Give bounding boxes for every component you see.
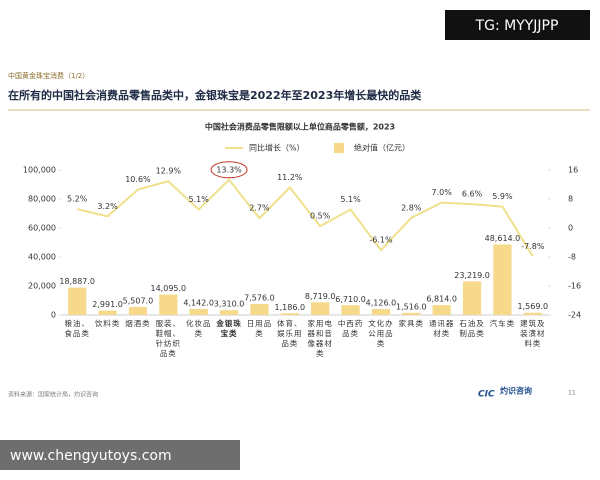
bar-label: 7,576.0 xyxy=(244,294,275,303)
bar xyxy=(371,309,391,315)
line-label: 2.8% xyxy=(401,203,422,212)
bar-label: 6,814.0 xyxy=(426,295,457,304)
y-tick-label: 0 xyxy=(51,311,56,320)
growth-line xyxy=(76,178,534,257)
bar-label: 23,219.0 xyxy=(454,271,490,280)
line-label: 5.1% xyxy=(340,195,361,204)
bar xyxy=(68,287,87,315)
y-tick-label: 100,000 xyxy=(23,166,56,175)
bar xyxy=(189,308,208,315)
bar-label: 4,126.0 xyxy=(366,299,397,308)
x-tick-label: 饮料类 xyxy=(94,319,121,328)
legend-label: 绝对值（亿元） xyxy=(354,143,410,153)
line-label: 10.6% xyxy=(125,175,151,184)
line-label: 0.5% xyxy=(310,212,331,221)
bar xyxy=(219,310,239,315)
bar-label: 2,991.0 xyxy=(92,300,123,309)
headline: 在所有的中国社会消费品零售品类中，金银珠宝是2022年至2023年增长最快的品类 xyxy=(8,88,422,102)
logo-text: 灼识咨询 xyxy=(500,386,532,396)
bar-label: 1,186.0 xyxy=(275,303,306,312)
bar xyxy=(159,294,178,315)
y2-tick-label: 8 xyxy=(568,195,573,204)
bar-label: 14,095.0 xyxy=(151,284,187,293)
x-tick-label: 石油及制品类 xyxy=(459,319,485,338)
bar xyxy=(128,307,148,315)
highlight-circle xyxy=(210,161,248,179)
bar xyxy=(462,281,482,315)
line-label: 3.2% xyxy=(97,202,118,211)
bar-label: 18,887.0 xyxy=(59,277,95,286)
x-tick-label: 化妆品类 xyxy=(185,319,212,338)
bar-label: 6,710.0 xyxy=(335,295,366,304)
bar-label: 4,142.0 xyxy=(183,298,214,307)
x-tick-label: 服装、鞋帽、针纺织品类 xyxy=(155,319,182,358)
y2-tick-label: -16 xyxy=(568,282,581,291)
watermark: TG: MYYJJPP xyxy=(475,18,559,34)
x-tick-label: 家具类 xyxy=(398,319,425,328)
bar-label: 8,719.0 xyxy=(305,292,336,301)
logo-mark: CIC xyxy=(478,390,495,400)
bar-label: 5,507.0 xyxy=(123,297,154,306)
line-label: 6.6% xyxy=(462,190,483,199)
line-label: -6.1% xyxy=(369,236,393,245)
line-label: 11.2% xyxy=(277,173,303,182)
section-label: 中国黄金珠宝消费（1/2） xyxy=(8,71,89,80)
y-tick-label: 80,000 xyxy=(28,195,56,204)
bar-label: 48,614.0 xyxy=(485,234,521,243)
x-tick-label: 建筑及装潢材料类 xyxy=(520,319,546,348)
bar-label: 3,310.0 xyxy=(214,300,245,309)
line-label: 5.9% xyxy=(492,192,513,201)
y2-tick-label: -24 xyxy=(568,311,581,320)
x-tick-label: 通讯器材类 xyxy=(428,319,455,338)
y-tick-label: 60,000 xyxy=(28,224,56,233)
bar xyxy=(311,302,330,315)
line-label: 7.0% xyxy=(432,188,453,197)
bar-label: 1,516.0 xyxy=(396,302,427,311)
legend-label: 同比增长（%） xyxy=(249,143,305,153)
bar xyxy=(250,304,269,315)
y2-tick-label: 0 xyxy=(568,224,573,233)
bar xyxy=(341,305,360,315)
x-tick-label: 日用品类 xyxy=(246,319,273,338)
x-tick-label: 中西药品类 xyxy=(337,319,364,338)
watermark-box xyxy=(445,10,590,40)
x-tick-label: 粮油、食品类 xyxy=(64,319,90,338)
x-tick-label: 家用电器和音像器材类 xyxy=(307,319,333,358)
footer-url: www.chengyutoys.com xyxy=(10,448,172,464)
line-label: -7.8% xyxy=(521,242,545,251)
legend-swatch xyxy=(334,143,344,153)
y2-tick-label: 16 xyxy=(568,166,578,175)
footer-bar xyxy=(0,440,240,470)
y-tick-label: 20,000 xyxy=(28,282,56,291)
y-tick-label: 40,000 xyxy=(28,253,56,262)
source: 资料来源：国家统计局，灼识咨询 xyxy=(8,391,98,399)
bar xyxy=(280,313,299,315)
y2-tick-label: -8 xyxy=(568,253,576,262)
x-tick-label: 体育、娱乐用品类 xyxy=(277,319,303,348)
line-label: 5.2% xyxy=(67,195,88,204)
bar xyxy=(493,244,512,315)
line-label: 2.7% xyxy=(249,204,270,213)
line-label: 5.1% xyxy=(189,195,210,204)
bar xyxy=(402,312,421,315)
x-tick-label: 烟酒类 xyxy=(125,319,151,328)
bar xyxy=(432,305,451,315)
page-number: 11 xyxy=(568,390,576,397)
bar-label: 1,569.0 xyxy=(518,302,549,311)
x-tick-label: 汽车类 xyxy=(489,319,516,328)
bar xyxy=(523,312,542,315)
line-label: 13.3% xyxy=(216,165,242,174)
bar xyxy=(98,310,117,315)
line-label: 12.9% xyxy=(156,167,182,176)
x-tick-label: 金银珠宝类 xyxy=(216,319,242,338)
x-tick-label: 文化办公用品类 xyxy=(368,319,394,348)
chart-title: 中国社会消费品零售限额以上单位商品零售额，2023 xyxy=(205,122,395,132)
